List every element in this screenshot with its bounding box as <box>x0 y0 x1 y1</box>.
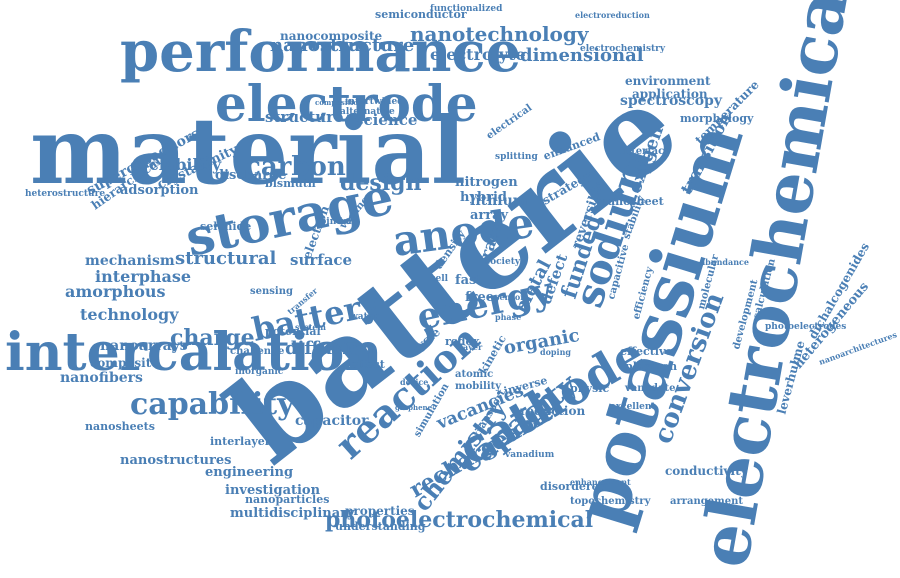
cloud-word: atomic <box>455 368 494 380</box>
cloud-word: bismuth <box>265 176 316 190</box>
cloud-word: system <box>295 322 326 333</box>
cloud-word: mobility <box>455 380 502 392</box>
cloud-word: enhancement <box>570 477 631 488</box>
cloud-word: inorganic <box>235 366 284 377</box>
cloud-word: semiconductor <box>375 7 467 21</box>
cloud-word: device <box>400 377 429 388</box>
cloud-word: nitrogen <box>455 175 518 191</box>
cloud-word: heterostructure <box>25 188 106 199</box>
cloud-word: alternative <box>340 106 395 117</box>
cloud-word: vanadium <box>505 449 555 460</box>
cloud-word: environment <box>625 74 711 89</box>
cloud-word: functionalized <box>430 3 503 14</box>
cloud-word: charge <box>170 324 255 351</box>
cloud-word: composite <box>90 356 159 371</box>
cloud-word: understanding <box>335 519 426 533</box>
cloud-word: nanosheet <box>600 194 664 208</box>
cloud-word: topochemistry <box>570 495 651 507</box>
cloud-word: lithium <box>470 192 528 209</box>
cloud-word: intertwined <box>345 96 404 107</box>
cloud-word: vanadate <box>625 382 676 394</box>
cloud-word: disordered <box>540 479 607 493</box>
cloud-word: surface <box>290 250 353 269</box>
cloud-word: reduction <box>520 404 586 419</box>
cloud-word: physic <box>570 381 610 395</box>
cloud-word: array <box>470 208 509 224</box>
cloud-word: cell <box>430 273 449 284</box>
cloud-word: interphase <box>95 266 192 286</box>
cloud-word: challenge <box>230 345 285 357</box>
cloud-word: redox <box>445 334 480 348</box>
cloud-word: technology <box>80 304 179 324</box>
cloud-word: structural <box>175 248 277 270</box>
cloud-word: hybrid <box>460 190 507 206</box>
cloud-word: nanostructures <box>120 453 232 469</box>
cloud-word: nanosheets <box>85 419 155 433</box>
cloud-word: plasmon <box>625 359 678 373</box>
cloud-word: phase <box>495 312 522 323</box>
cloud-word: effective <box>620 344 673 358</box>
cloud-word: nanofibers <box>60 369 143 386</box>
cloud-word: discharge <box>215 168 287 184</box>
cloud-word: capacitor <box>295 412 369 429</box>
cloud-word: effect <box>350 357 385 371</box>
cloud-word: electrolyte <box>430 44 526 64</box>
cloud-word: design <box>340 169 422 196</box>
cloud-word: performance <box>120 19 522 86</box>
cloud-word: abundance <box>700 257 749 268</box>
cloud-word: graphene <box>395 403 433 413</box>
cloud-word: binder <box>320 216 354 227</box>
cloud-word: multidisciplinary <box>230 506 355 522</box>
cloud-word: electrode <box>215 74 478 133</box>
cloud-word: engineering <box>205 465 294 481</box>
cloud-word: nanoarrays <box>100 337 188 354</box>
cloud-word: selenide <box>200 219 252 233</box>
cloud-word: adsorption <box>120 183 199 199</box>
cloud-word: excellent <box>610 401 656 412</box>
cloud-word: carbon <box>245 151 346 182</box>
cloud-word: photoelectrochemical <box>325 506 594 533</box>
cloud-word: dimensional <box>520 45 644 67</box>
cloud-word: photoelectrodes <box>765 321 847 332</box>
cloud-word: sensor <box>495 292 525 303</box>
cloud-word: mechanism <box>85 252 175 269</box>
cloud-word: electroreduction <box>575 10 650 21</box>
cloud-word: conductivity <box>665 464 748 479</box>
cloud-word: electrochemistry <box>580 43 666 54</box>
cloud-word: morphology <box>680 111 754 125</box>
cloud-word: nanocomposite <box>280 29 383 44</box>
cloud-word: splitting <box>495 151 538 162</box>
cloud-word: nanoparticles <box>245 492 330 506</box>
cloud-word: structure <box>265 107 344 126</box>
cloud-word: application <box>632 87 708 102</box>
cloud-word: nanotechnology <box>410 21 589 46</box>
cloud-word: properties <box>345 504 415 519</box>
cloud-word: free <box>465 290 494 306</box>
cloud-word: material <box>30 96 466 205</box>
cloud-word: science <box>355 110 418 129</box>
cloud-word: doping <box>540 347 571 358</box>
cloud-word: interface <box>620 145 671 157</box>
cloud-word: sensing <box>250 285 293 297</box>
cloud-word: capability <box>130 387 295 423</box>
cloud-word: intercalation <box>5 322 383 384</box>
cloud-word: spectroscopy <box>620 92 722 109</box>
cloud-word: water <box>350 311 379 322</box>
cloud-word: layer <box>460 342 483 353</box>
cloud-word: society <box>485 256 521 267</box>
cloud-word: composition <box>315 98 364 108</box>
cloud-word: arrangement <box>670 495 743 507</box>
cloud-word: interlayer <box>210 434 271 448</box>
cloud-word: nanostructure <box>270 35 415 57</box>
cloud-word: fast <box>455 273 483 289</box>
cloud-word: cyclability <box>130 154 222 174</box>
cloud-word: investigation <box>225 483 321 499</box>
cloud-word: diffusion <box>285 338 375 360</box>
cloud-word: potential <box>265 324 321 338</box>
cloud-word: amorphous <box>65 281 166 301</box>
